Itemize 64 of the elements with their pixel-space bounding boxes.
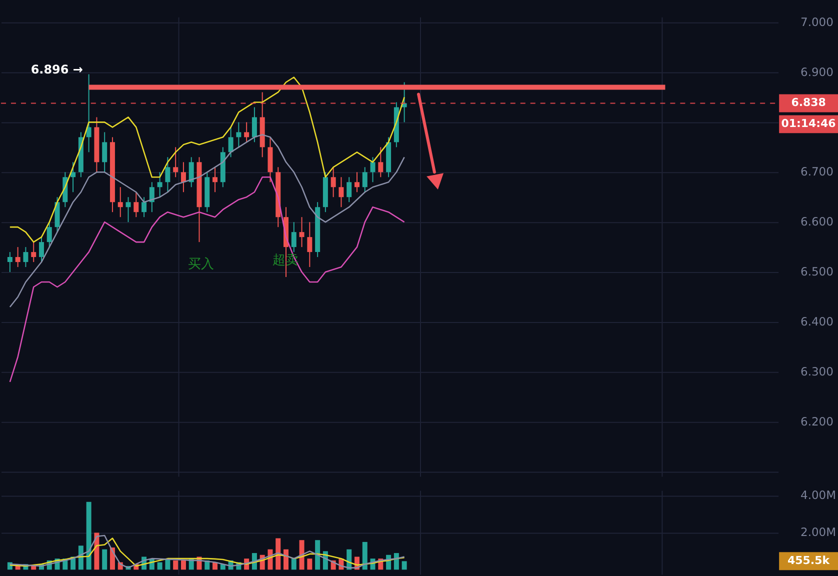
candlestick bbox=[244, 122, 250, 143]
bar bbox=[173, 560, 178, 570]
line-series bbox=[9, 76, 405, 243]
candlestick bbox=[299, 216, 304, 248]
candlestick bbox=[165, 156, 170, 193]
bar bbox=[284, 549, 289, 570]
candlestick bbox=[378, 146, 384, 178]
candlestick bbox=[46, 222, 52, 248]
candlestick bbox=[70, 162, 76, 193]
line-series bbox=[9, 176, 405, 383]
y-tick-label: 6.700 bbox=[800, 164, 834, 179]
ref-line-label: 6.838 bbox=[791, 96, 826, 110]
candlestick bbox=[31, 242, 36, 263]
candlestick bbox=[236, 122, 242, 148]
candlestick bbox=[228, 126, 234, 158]
y-tick-label: 6.200 bbox=[800, 414, 834, 428]
bar bbox=[307, 558, 312, 570]
candlestick bbox=[354, 172, 360, 193]
y-tick-label: 6.400 bbox=[800, 314, 834, 328]
bar bbox=[402, 561, 407, 570]
bar bbox=[315, 540, 320, 570]
y-tick-label: 6.300 bbox=[800, 364, 834, 378]
bar bbox=[102, 549, 108, 570]
bar bbox=[276, 538, 281, 570]
bar bbox=[291, 558, 296, 570]
y-tick-label: 6.600 bbox=[800, 214, 834, 229]
candlestick bbox=[142, 196, 147, 218]
candlestick bbox=[212, 166, 218, 193]
candlestick bbox=[291, 222, 296, 253]
candlestick bbox=[15, 246, 20, 268]
candlestick bbox=[157, 172, 162, 198]
candlestick bbox=[126, 196, 131, 223]
candlestick bbox=[338, 176, 344, 208]
annotation: 买入 bbox=[188, 257, 214, 272]
bar bbox=[362, 542, 368, 570]
candlestick bbox=[346, 176, 352, 203]
bar bbox=[394, 553, 399, 570]
candlestick bbox=[38, 236, 44, 263]
annotation: 6.896 → bbox=[30, 62, 83, 76]
candlestick bbox=[252, 106, 257, 143]
y-tick-label: 4.00M bbox=[800, 488, 836, 502]
candlestick bbox=[23, 246, 28, 268]
candlestick bbox=[180, 162, 186, 193]
bar bbox=[86, 502, 92, 570]
candlestick bbox=[102, 132, 108, 173]
bar bbox=[180, 560, 186, 570]
bar bbox=[157, 562, 162, 570]
candlestick bbox=[118, 186, 123, 218]
candlestick bbox=[188, 156, 194, 188]
candlestick bbox=[86, 74, 92, 153]
y-tick-label: 6.500 bbox=[800, 264, 834, 279]
y-tick-label: 2.00M bbox=[800, 525, 836, 540]
candlestick bbox=[149, 182, 154, 213]
candlestick bbox=[173, 146, 178, 178]
y-tick-label: 7.000 bbox=[800, 14, 834, 29]
candlestick bbox=[330, 166, 336, 198]
candlestick bbox=[307, 222, 312, 268]
text: 455.5k bbox=[788, 554, 830, 568]
y-tick-label: 6.900 bbox=[800, 64, 834, 79]
candlestick bbox=[7, 252, 12, 273]
candlestick bbox=[134, 192, 139, 218]
text: 01:14:46 bbox=[781, 117, 836, 130]
candlestick bbox=[362, 166, 368, 193]
candlestick bbox=[370, 156, 376, 183]
